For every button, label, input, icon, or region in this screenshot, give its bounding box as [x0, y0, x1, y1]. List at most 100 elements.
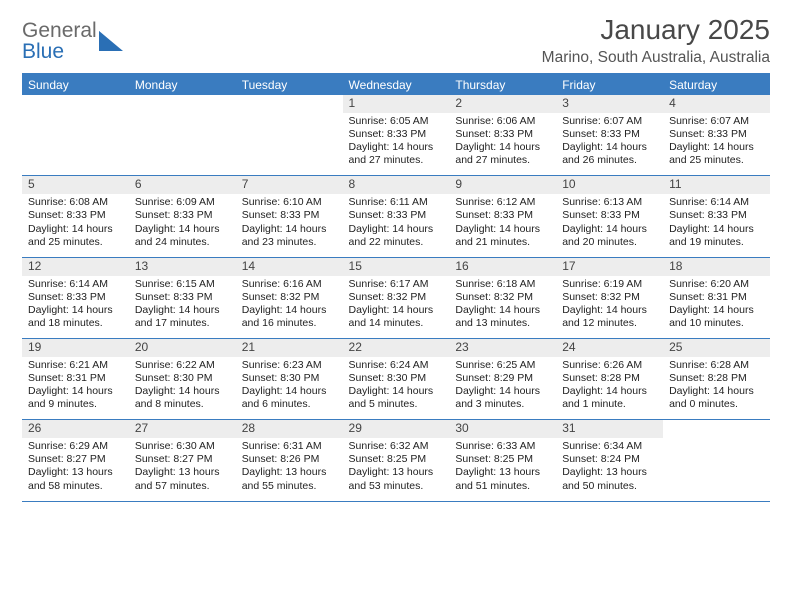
- calendar-row: 26Sunrise: 6:29 AMSunset: 8:27 PMDayligh…: [22, 420, 770, 500]
- calendar-cell: 1Sunrise: 6:05 AMSunset: 8:33 PMDaylight…: [343, 95, 450, 176]
- day-details: Sunrise: 6:10 AMSunset: 8:33 PMDaylight:…: [236, 194, 343, 257]
- logo-word-general: General: [22, 20, 97, 41]
- calendar-cell: 2Sunrise: 6:06 AMSunset: 8:33 PMDaylight…: [449, 95, 556, 176]
- calendar-cell: 6Sunrise: 6:09 AMSunset: 8:33 PMDaylight…: [129, 176, 236, 257]
- day-number: 31: [556, 420, 663, 438]
- calendar-cell: 23Sunrise: 6:25 AMSunset: 8:29 PMDayligh…: [449, 339, 556, 420]
- calendar-cell-empty: [22, 95, 129, 176]
- day-number: 3: [556, 95, 663, 113]
- calendar-page: General Blue January 2025 Marino, South …: [0, 0, 792, 612]
- day-number: 30: [449, 420, 556, 438]
- day-number: 7: [236, 176, 343, 194]
- day-number: 11: [663, 176, 770, 194]
- day-number-empty: [22, 95, 129, 111]
- day-details: Sunrise: 6:30 AMSunset: 8:27 PMDaylight:…: [129, 438, 236, 501]
- calendar-row: 19Sunrise: 6:21 AMSunset: 8:31 PMDayligh…: [22, 339, 770, 420]
- calendar-row: 1Sunrise: 6:05 AMSunset: 8:33 PMDaylight…: [22, 95, 770, 176]
- day-number: 2: [449, 95, 556, 113]
- day-details: Sunrise: 6:33 AMSunset: 8:25 PMDaylight:…: [449, 438, 556, 501]
- calendar-cell: 4Sunrise: 6:07 AMSunset: 8:33 PMDaylight…: [663, 95, 770, 176]
- calendar-cell: 8Sunrise: 6:11 AMSunset: 8:33 PMDaylight…: [343, 176, 450, 257]
- calendar-cell: 16Sunrise: 6:18 AMSunset: 8:32 PMDayligh…: [449, 258, 556, 339]
- day-details: Sunrise: 6:32 AMSunset: 8:25 PMDaylight:…: [343, 438, 450, 501]
- day-details: Sunrise: 6:34 AMSunset: 8:24 PMDaylight:…: [556, 438, 663, 501]
- calendar-cell: 28Sunrise: 6:31 AMSunset: 8:26 PMDayligh…: [236, 420, 343, 500]
- day-details: Sunrise: 6:07 AMSunset: 8:33 PMDaylight:…: [663, 113, 770, 176]
- day-details: Sunrise: 6:31 AMSunset: 8:26 PMDaylight:…: [236, 438, 343, 501]
- day-details: [129, 111, 236, 169]
- weekday-header: Friday: [556, 75, 663, 95]
- calendar-cell: 25Sunrise: 6:28 AMSunset: 8:28 PMDayligh…: [663, 339, 770, 420]
- day-details: Sunrise: 6:22 AMSunset: 8:30 PMDaylight:…: [129, 357, 236, 420]
- calendar-body: 1Sunrise: 6:05 AMSunset: 8:33 PMDaylight…: [22, 95, 770, 500]
- day-details: [22, 111, 129, 169]
- weekday-header: Thursday: [449, 75, 556, 95]
- day-number: 27: [129, 420, 236, 438]
- header: General Blue January 2025 Marino, South …: [22, 14, 770, 67]
- day-number: 15: [343, 258, 450, 276]
- day-details: [236, 111, 343, 169]
- day-number-empty: [663, 420, 770, 436]
- day-number: 5: [22, 176, 129, 194]
- day-number-empty: [236, 95, 343, 111]
- calendar-cell: 22Sunrise: 6:24 AMSunset: 8:30 PMDayligh…: [343, 339, 450, 420]
- day-details: Sunrise: 6:12 AMSunset: 8:33 PMDaylight:…: [449, 194, 556, 257]
- calendar-cell: 7Sunrise: 6:10 AMSunset: 8:33 PMDaylight…: [236, 176, 343, 257]
- day-number: 12: [22, 258, 129, 276]
- calendar-cell: 15Sunrise: 6:17 AMSunset: 8:32 PMDayligh…: [343, 258, 450, 339]
- calendar-cell: 13Sunrise: 6:15 AMSunset: 8:33 PMDayligh…: [129, 258, 236, 339]
- day-number: 14: [236, 258, 343, 276]
- day-number: 17: [556, 258, 663, 276]
- calendar-cell: 30Sunrise: 6:33 AMSunset: 8:25 PMDayligh…: [449, 420, 556, 500]
- day-number: 24: [556, 339, 663, 357]
- day-details: Sunrise: 6:17 AMSunset: 8:32 PMDaylight:…: [343, 276, 450, 339]
- calendar-cell: 26Sunrise: 6:29 AMSunset: 8:27 PMDayligh…: [22, 420, 129, 500]
- calendar-cell: 17Sunrise: 6:19 AMSunset: 8:32 PMDayligh…: [556, 258, 663, 339]
- day-details: Sunrise: 6:08 AMSunset: 8:33 PMDaylight:…: [22, 194, 129, 257]
- calendar-cell: 24Sunrise: 6:26 AMSunset: 8:28 PMDayligh…: [556, 339, 663, 420]
- calendar-cell: 29Sunrise: 6:32 AMSunset: 8:25 PMDayligh…: [343, 420, 450, 500]
- day-details: Sunrise: 6:21 AMSunset: 8:31 PMDaylight:…: [22, 357, 129, 420]
- day-details: Sunrise: 6:24 AMSunset: 8:30 PMDaylight:…: [343, 357, 450, 420]
- day-number: 22: [343, 339, 450, 357]
- day-details: Sunrise: 6:20 AMSunset: 8:31 PMDaylight:…: [663, 276, 770, 339]
- calendar-cell: 31Sunrise: 6:34 AMSunset: 8:24 PMDayligh…: [556, 420, 663, 500]
- day-details: Sunrise: 6:26 AMSunset: 8:28 PMDaylight:…: [556, 357, 663, 420]
- weekday-header: Sunday: [22, 75, 129, 95]
- day-number: 21: [236, 339, 343, 357]
- calendar-table: SundayMondayTuesdayWednesdayThursdayFrid…: [22, 75, 770, 500]
- day-details: Sunrise: 6:18 AMSunset: 8:32 PMDaylight:…: [449, 276, 556, 339]
- calendar-cell: 19Sunrise: 6:21 AMSunset: 8:31 PMDayligh…: [22, 339, 129, 420]
- day-number: 26: [22, 420, 129, 438]
- calendar-cell: 10Sunrise: 6:13 AMSunset: 8:33 PMDayligh…: [556, 176, 663, 257]
- weekday-header: Tuesday: [236, 75, 343, 95]
- day-number: 1: [343, 95, 450, 113]
- calendar-cell: 20Sunrise: 6:22 AMSunset: 8:30 PMDayligh…: [129, 339, 236, 420]
- weekday-row: SundayMondayTuesdayWednesdayThursdayFrid…: [22, 75, 770, 95]
- day-details: [663, 436, 770, 494]
- calendar-cell: 9Sunrise: 6:12 AMSunset: 8:33 PMDaylight…: [449, 176, 556, 257]
- weekday-header: Wednesday: [343, 75, 450, 95]
- calendar-cell: 27Sunrise: 6:30 AMSunset: 8:27 PMDayligh…: [129, 420, 236, 500]
- day-details: Sunrise: 6:07 AMSunset: 8:33 PMDaylight:…: [556, 113, 663, 176]
- day-details: Sunrise: 6:25 AMSunset: 8:29 PMDaylight:…: [449, 357, 556, 420]
- day-number: 10: [556, 176, 663, 194]
- day-details: Sunrise: 6:15 AMSunset: 8:33 PMDaylight:…: [129, 276, 236, 339]
- logo: General Blue: [22, 20, 123, 62]
- calendar-cell-empty: [236, 95, 343, 176]
- calendar-cell: 14Sunrise: 6:16 AMSunset: 8:32 PMDayligh…: [236, 258, 343, 339]
- day-details: Sunrise: 6:06 AMSunset: 8:33 PMDaylight:…: [449, 113, 556, 176]
- day-number: 4: [663, 95, 770, 113]
- calendar-cell-empty: [663, 420, 770, 500]
- day-number: 18: [663, 258, 770, 276]
- calendar-cell: 21Sunrise: 6:23 AMSunset: 8:30 PMDayligh…: [236, 339, 343, 420]
- weekday-header: Saturday: [663, 75, 770, 95]
- logo-triangle-icon: [99, 31, 123, 51]
- calendar-head: SundayMondayTuesdayWednesdayThursdayFrid…: [22, 75, 770, 95]
- day-number: 28: [236, 420, 343, 438]
- location: Marino, South Australia, Australia: [542, 49, 770, 67]
- day-details: Sunrise: 6:28 AMSunset: 8:28 PMDaylight:…: [663, 357, 770, 420]
- day-details: Sunrise: 6:11 AMSunset: 8:33 PMDaylight:…: [343, 194, 450, 257]
- calendar-cell: 11Sunrise: 6:14 AMSunset: 8:33 PMDayligh…: [663, 176, 770, 257]
- day-details: Sunrise: 6:14 AMSunset: 8:33 PMDaylight:…: [663, 194, 770, 257]
